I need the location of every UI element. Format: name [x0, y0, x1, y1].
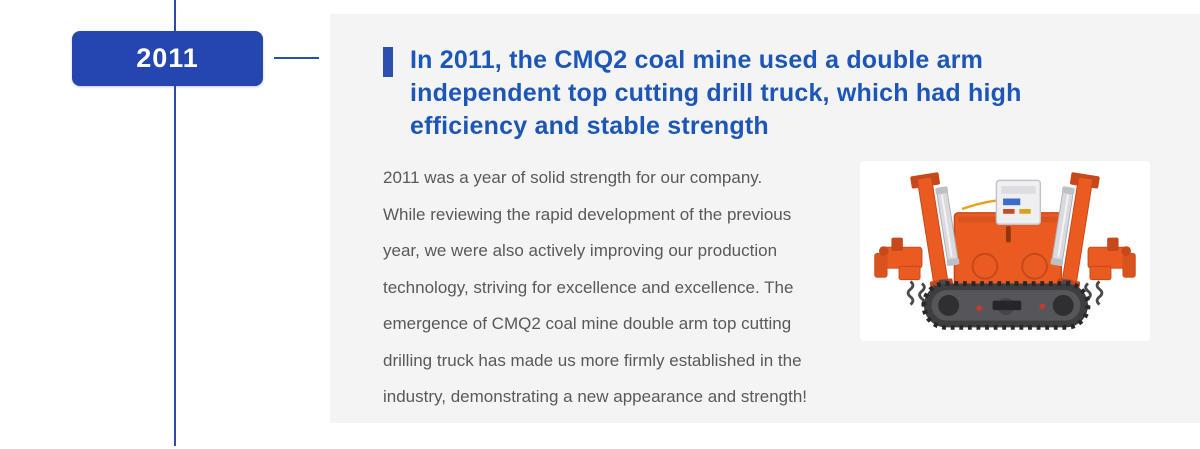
- timeline-connector-line: [274, 57, 319, 59]
- milestone-card: In 2011, the CMQ2 coal mine used a doubl…: [330, 14, 1200, 423]
- timeline-year-badge[interactable]: 2011: [72, 31, 263, 86]
- milestone-heading: In 2011, the CMQ2 coal mine used a doubl…: [410, 46, 1022, 140]
- drill-truck-image: [860, 161, 1150, 341]
- milestone-body-text: 2011 was a year of solid strength for ou…: [383, 168, 808, 406]
- timeline-year-label: 2011: [136, 43, 199, 73]
- drill-truck-illustration: [872, 169, 1138, 330]
- timeline-vertical-line: [174, 0, 176, 446]
- heading-accent-bar: [383, 47, 393, 77]
